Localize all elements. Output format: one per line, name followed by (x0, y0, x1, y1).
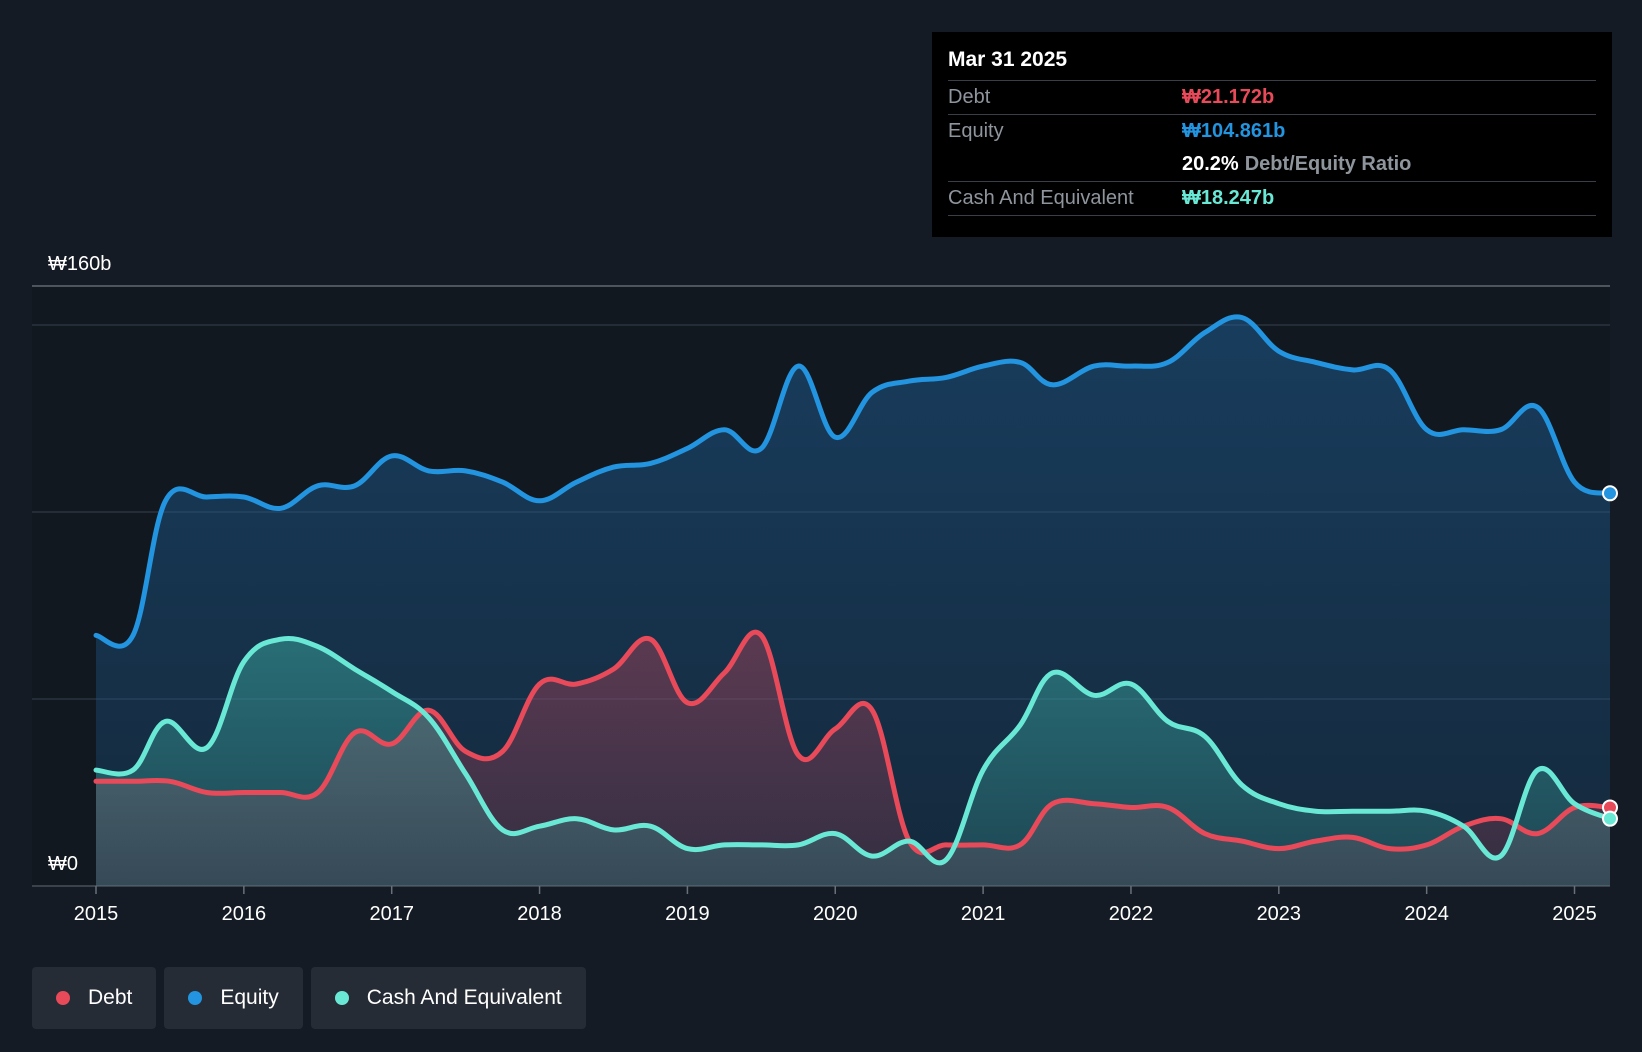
cash-end-marker (1602, 810, 1618, 827)
cash-area (96, 638, 1610, 886)
tooltip-debt-row: Debt ₩21.172b (948, 80, 1596, 114)
legend-label-cash: Cash And Equivalent (366, 986, 562, 1009)
equity-area (96, 316, 1610, 886)
tooltip-debt-label: Debt (948, 86, 991, 108)
legend: Debt Equity Cash And Equivalent (32, 967, 586, 1029)
legend-label-debt: Debt (88, 986, 133, 1009)
x-tick-label: 2022 (1109, 903, 1154, 925)
tooltip-cash-value: ₩18.247b (1182, 187, 1275, 209)
x-tick-label: 2017 (369, 903, 414, 925)
equity-dot-icon (188, 991, 203, 1005)
tooltip-panel: Mar 31 2025 Debt ₩21.172b Equity ₩104.86… (932, 32, 1612, 237)
marker-layer (1602, 485, 1618, 827)
y-axis-top-label: ₩160b (48, 253, 111, 275)
x-axis-ticks: 2015 2016 2017 2018 2019 2020 2021 2022 2023 2024… (74, 886, 1597, 925)
tooltip-cash-row: Cash And Equivalent ₩18.247b (948, 181, 1596, 216)
legend-item-cash[interactable]: Cash And Equivalent (310, 967, 586, 1029)
tooltip-cash-label: Cash And Equivalent (948, 187, 1134, 209)
equity-end-marker (1602, 485, 1618, 502)
cash-line (93, 635, 1613, 866)
x-tick-label: 2023 (1257, 903, 1302, 925)
y-axis-bottom-label: ₩0 (48, 853, 78, 875)
tooltip-equity-row: Equity ₩104.861b (948, 114, 1596, 148)
tooltip-ratio-row: 20.2% Debt/Equity Ratio (948, 148, 1596, 181)
debt-line (93, 629, 1613, 856)
tooltip-debt-value: ₩21.172b (1182, 86, 1275, 108)
x-tick-label: 2025 (1552, 903, 1597, 925)
legend-label-equity: Equity (220, 986, 279, 1009)
tooltip-equity-label: Equity (948, 120, 1004, 142)
x-tick-label: 2016 (222, 903, 267, 925)
x-tick-label: 2024 (1404, 903, 1449, 925)
x-tick-label: 2021 (961, 903, 1006, 925)
x-tick-label: 2018 (517, 903, 562, 925)
cash-dot-icon (334, 991, 349, 1005)
equity-line (93, 314, 1613, 649)
x-tick-label: 2020 (813, 903, 858, 925)
x-tick-label: 2019 (665, 903, 710, 925)
debt-dot-icon (56, 991, 70, 1005)
legend-item-equity[interactable]: Equity (164, 967, 303, 1029)
series-layer (93, 314, 1613, 886)
tooltip-ratio-value: 20.2% (1182, 153, 1239, 175)
tooltip-date: Mar 31 2025 (948, 48, 1068, 71)
x-tick-label: 2015 (74, 903, 119, 925)
legend-item-debt[interactable]: Debt (32, 967, 157, 1029)
tooltip-equity-value: ₩104.861b (1182, 120, 1286, 142)
tooltip-ratio-label: Debt/Equity Ratio (1244, 153, 1412, 175)
